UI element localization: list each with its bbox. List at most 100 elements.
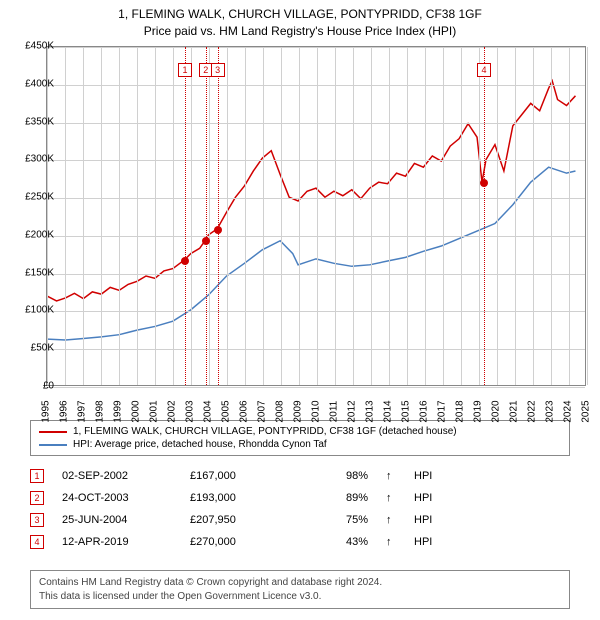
sale-reference: HPI	[414, 492, 432, 504]
title-subtitle: Price paid vs. HM Land Registry's House …	[0, 23, 600, 40]
gridline-v	[515, 47, 516, 385]
footer-attribution: Contains HM Land Registry data © Crown c…	[30, 570, 570, 609]
sale-date: 12-APR-2019	[62, 536, 172, 548]
x-axis-label: 1995	[41, 400, 52, 422]
event-marker-3: 3	[211, 63, 225, 77]
sale-reference: HPI	[414, 514, 432, 526]
arrow-up-icon: ↑	[386, 470, 396, 482]
gridline-v	[83, 47, 84, 385]
event-line-1	[185, 47, 186, 385]
gridline-v	[587, 47, 588, 385]
gridline-v	[551, 47, 552, 385]
x-axis-label: 2009	[293, 400, 304, 422]
event-line-2	[206, 47, 207, 385]
sale-percent: 89%	[308, 492, 368, 504]
gridline-v	[335, 47, 336, 385]
gridline-h	[47, 198, 585, 199]
x-axis-label: 2016	[419, 400, 430, 422]
y-axis-label: £300K	[25, 154, 54, 165]
legend-label: HPI: Average price, detached house, Rhon…	[73, 439, 327, 450]
gridline-v	[425, 47, 426, 385]
x-axis-label: 2018	[455, 400, 466, 422]
gridline-v	[137, 47, 138, 385]
y-axis-label: £250K	[25, 192, 54, 203]
gridline-h	[47, 274, 585, 275]
gridline-v	[389, 47, 390, 385]
sale-marker	[181, 257, 189, 265]
x-axis-label: 2015	[401, 400, 412, 422]
gridline-v	[209, 47, 210, 385]
sale-number-box: 2	[30, 491, 44, 505]
arrow-up-icon: ↑	[386, 492, 396, 504]
gridline-h	[47, 236, 585, 237]
sale-number-box: 4	[30, 535, 44, 549]
sale-percent: 98%	[308, 470, 368, 482]
x-axis-label: 2023	[545, 400, 556, 422]
x-axis-label: 2010	[311, 400, 322, 422]
gridline-v	[173, 47, 174, 385]
x-axis-label: 2008	[275, 400, 286, 422]
sale-reference: HPI	[414, 536, 432, 548]
gridline-v	[317, 47, 318, 385]
legend-swatch	[39, 444, 67, 446]
gridline-v	[227, 47, 228, 385]
x-axis-label: 2020	[491, 400, 502, 422]
y-axis-label: £50K	[31, 343, 54, 354]
y-axis-label: £150K	[25, 267, 54, 278]
gridline-h	[47, 387, 585, 388]
event-line-4	[484, 47, 485, 385]
x-axis-label: 2013	[365, 400, 376, 422]
sale-row-1: 102-SEP-2002£167,00098%↑HPI	[30, 465, 570, 487]
legend-label: 1, FLEMING WALK, CHURCH VILLAGE, PONTYPR…	[73, 426, 457, 437]
x-axis-label: 2022	[527, 400, 538, 422]
footer-line-2: This data is licensed under the Open Gov…	[39, 590, 561, 604]
y-axis-label: £350K	[25, 116, 54, 127]
x-axis-label: 2012	[347, 400, 358, 422]
gridline-v	[569, 47, 570, 385]
sale-row-3: 325-JUN-2004£207,95075%↑HPI	[30, 509, 570, 531]
chart-area: 1234	[46, 46, 586, 386]
sale-price: £207,950	[190, 514, 290, 526]
sale-date: 24-OCT-2003	[62, 492, 172, 504]
sale-reference: HPI	[414, 470, 432, 482]
gridline-v	[479, 47, 480, 385]
chart-titles: 1, FLEMING WALK, CHURCH VILLAGE, PONTYPR…	[0, 0, 600, 40]
gridline-v	[371, 47, 372, 385]
gridline-v	[65, 47, 66, 385]
x-axis-label: 2003	[185, 400, 196, 422]
x-axis-label: 2017	[437, 400, 448, 422]
y-axis-label: £400K	[25, 78, 54, 89]
gridline-v	[119, 47, 120, 385]
sales-table: 102-SEP-2002£167,00098%↑HPI224-OCT-2003£…	[30, 465, 570, 553]
plot-region: 1234	[46, 46, 586, 386]
x-axis-label: 1997	[77, 400, 88, 422]
sale-number-box: 1	[30, 469, 44, 483]
gridline-v	[443, 47, 444, 385]
footer-line-1: Contains HM Land Registry data © Crown c…	[39, 576, 561, 590]
y-axis-label: £450K	[25, 41, 54, 52]
y-axis-label: £100K	[25, 305, 54, 316]
title-address: 1, FLEMING WALK, CHURCH VILLAGE, PONTYPR…	[0, 6, 600, 23]
gridline-v	[263, 47, 264, 385]
gridline-v	[497, 47, 498, 385]
gridline-v	[353, 47, 354, 385]
gridline-v	[461, 47, 462, 385]
gridline-v	[47, 47, 48, 385]
x-axis-label: 2019	[473, 400, 484, 422]
sale-price: £270,000	[190, 536, 290, 548]
arrow-up-icon: ↑	[386, 536, 396, 548]
legend-row: HPI: Average price, detached house, Rhon…	[39, 438, 561, 451]
gridline-v	[191, 47, 192, 385]
gridline-h	[47, 123, 585, 124]
x-axis-label: 1998	[95, 400, 106, 422]
event-marker-4: 4	[477, 63, 491, 77]
gridline-v	[155, 47, 156, 385]
gridline-v	[299, 47, 300, 385]
legend-box: 1, FLEMING WALK, CHURCH VILLAGE, PONTYPR…	[30, 420, 570, 456]
x-axis-label: 2005	[221, 400, 232, 422]
gridline-h	[47, 85, 585, 86]
x-axis-label: 1999	[113, 400, 124, 422]
x-axis-label: 2007	[257, 400, 268, 422]
sale-marker	[214, 226, 222, 234]
gridline-h	[47, 47, 585, 48]
